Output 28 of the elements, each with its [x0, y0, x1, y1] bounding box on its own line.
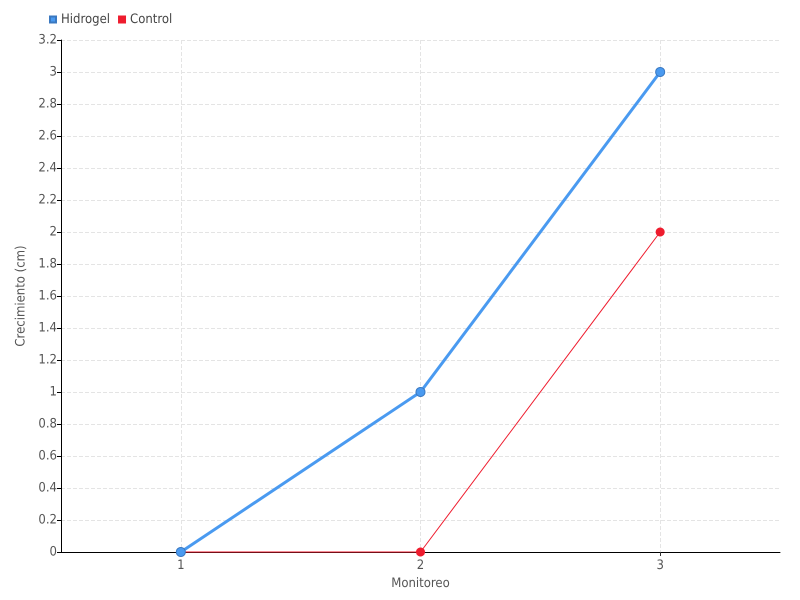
legend-label: Control: [130, 12, 172, 27]
y-tick-label: 3.2: [38, 32, 57, 48]
y-tick-label: 1.4: [38, 320, 57, 336]
y-axis-title: Crecimiento (cm): [14, 245, 29, 347]
x-tick-label: 2: [416, 558, 424, 573]
legend-label: Hidrogel: [61, 12, 110, 27]
point: [416, 387, 426, 397]
y-tick-label: 2.4: [38, 160, 57, 176]
x-tick-label: 3: [656, 558, 664, 573]
y-tick-label: 0.6: [38, 448, 57, 464]
x-axis-title: Monitoreo: [391, 576, 450, 591]
y-tick-label: 3: [50, 64, 57, 80]
y-tick-label: 1.8: [38, 256, 57, 272]
y-tick-label: 2.2: [38, 192, 57, 208]
y-tick-label: 2: [50, 224, 57, 240]
x-tick-label: 1: [177, 558, 185, 573]
point: [656, 228, 665, 236]
y-tick-label: 2.6: [38, 128, 57, 144]
y-tick-label: 0.8: [38, 416, 57, 432]
y-tick-label: 0.2: [38, 512, 57, 528]
y-tick-label: 0: [50, 544, 57, 560]
y-tick-label: 0.4: [38, 480, 57, 496]
y-tick-label: 1.2: [38, 352, 57, 368]
point: [655, 67, 666, 77]
y-tick-label: 2.8: [38, 96, 57, 112]
point: [416, 548, 425, 556]
y-tick-label: 1.6: [38, 288, 57, 304]
y-tick-label: 1: [50, 384, 57, 400]
